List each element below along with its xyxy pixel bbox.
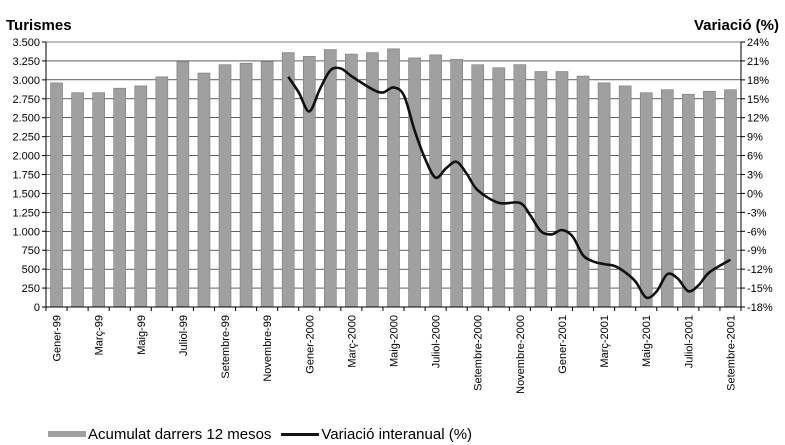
bar (302, 56, 316, 308)
x-tick-label: Setembre-2000 (473, 315, 485, 391)
x-tick-label: Maig-99 (136, 315, 148, 355)
chart-canvas: Turismes Variació (%) 3.500 3.250 3.000 2.7… (6, 17, 779, 394)
legend-item-line: Variació interanual (%) (281, 426, 472, 443)
bar (197, 72, 211, 308)
left-tick-label: 0 (34, 302, 40, 314)
right-tick-label: 21% (747, 56, 769, 68)
bar (345, 53, 358, 308)
x-tick-label: Març-99 (94, 315, 106, 355)
left-tick-label: 1.750 (12, 170, 40, 182)
bar (555, 71, 569, 308)
x-tick-label: Setembre-2001 (725, 315, 737, 391)
legend-bar-label: Acumulat darrers 12 mesos (88, 425, 272, 443)
left-tick-label: 750 (22, 245, 40, 257)
bar (534, 71, 548, 308)
right-tick-label: -6% (747, 226, 767, 238)
bar (492, 67, 506, 308)
x-tick-label: Setembre-99 (220, 315, 232, 379)
bar (576, 75, 590, 308)
left-tick-label: 1.500 (12, 188, 40, 200)
bar (281, 52, 295, 308)
x-tick-label: Gener-99 (52, 315, 64, 361)
left-tick-label: 1.250 (12, 207, 40, 219)
bar (703, 90, 716, 308)
bar (513, 64, 527, 308)
left-tick-label: 3.250 (12, 56, 40, 68)
bar (597, 82, 611, 308)
right-tick-label: 3% (747, 170, 763, 182)
right-tick-label: 9% (747, 132, 763, 144)
bar (239, 62, 253, 308)
bar (324, 49, 337, 308)
right-tick-label: 6% (747, 151, 763, 163)
x-tick-label: Juliol-2001 (683, 315, 695, 368)
right-tick-label: 0% (747, 188, 763, 200)
legend-line-swatch (281, 432, 320, 436)
x-tick-label: Novembre-2000 (515, 315, 527, 394)
left-tick-label: 2.500 (12, 113, 40, 125)
right-tick-label: -15% (747, 283, 773, 295)
right-tick-label: 12% (747, 113, 769, 125)
left-axis-ticks: 3.500 3.250 3.000 2.750 2.500 2.250 2.000 1.750… (12, 37, 46, 314)
x-tick-label: Juliol-2000 (431, 315, 443, 368)
bar (408, 57, 421, 308)
bar (724, 89, 737, 308)
x-tick-label: Juliol-99 (178, 315, 190, 356)
bar (92, 92, 105, 308)
left-tick-label: 1.000 (12, 226, 40, 238)
variation-line (287, 66, 732, 300)
bar (113, 87, 127, 308)
right-axis-title: Variació (%) (694, 17, 779, 34)
x-tick-label: Novembre-99 (262, 315, 274, 382)
legend-line-label: Variació interanual (%) (321, 425, 473, 443)
bar (218, 64, 232, 308)
left-tick-label: 2.250 (12, 132, 40, 144)
x-axis-ticks: Gener-99 Març-99 Maig-99 Juliol-99 Setembre-… (52, 315, 738, 394)
x-tick-label: Gener-2001 (557, 315, 569, 374)
left-tick-label: 2.000 (12, 151, 40, 163)
x-tick-label: Gener-2000 (304, 315, 316, 374)
right-tick-label: 15% (747, 94, 769, 106)
left-tick-label: 3.000 (12, 75, 40, 87)
axes (45, 42, 742, 311)
bar (50, 82, 63, 308)
bar (639, 92, 653, 308)
left-tick-label: 2.750 (12, 94, 40, 106)
bar (176, 61, 190, 308)
right-tick-label: -9% (747, 245, 767, 257)
left-axis-title: Turismes (6, 17, 72, 34)
bar (429, 54, 442, 308)
bar (682, 93, 695, 308)
legend-item-bars: Acumulat darrers 12 mesos (48, 426, 271, 443)
x-tick-label: Maig-2000 (389, 315, 401, 367)
x-tick-label: Març-2000 (346, 315, 358, 368)
x-tick-label: Març-2001 (599, 315, 611, 368)
right-tick-label: -18% (747, 302, 773, 314)
left-tick-label: 250 (22, 283, 40, 295)
left-tick-label: 500 (22, 264, 40, 276)
bar (260, 61, 274, 308)
right-tick-label: -12% (747, 264, 773, 276)
legend: Acumulat darrers 12 mesos Variació inter… (48, 424, 482, 444)
right-axis-ticks: 24% 21% 18% 15% 12% 9% 6% 3% 0% -3% -6% -9% -12% -15%… (741, 37, 773, 314)
right-tick-label: 18% (747, 75, 769, 87)
left-tick-label: 3.500 (12, 37, 40, 49)
bar (450, 59, 463, 308)
bar (71, 92, 84, 308)
legend-bar-swatch (48, 431, 86, 437)
right-tick-label: 24% (747, 37, 769, 49)
bar (155, 76, 169, 308)
right-tick-label: -3% (747, 207, 767, 219)
bar (134, 85, 148, 308)
line-series (287, 66, 732, 300)
x-tick-label: Maig-2001 (641, 315, 653, 367)
